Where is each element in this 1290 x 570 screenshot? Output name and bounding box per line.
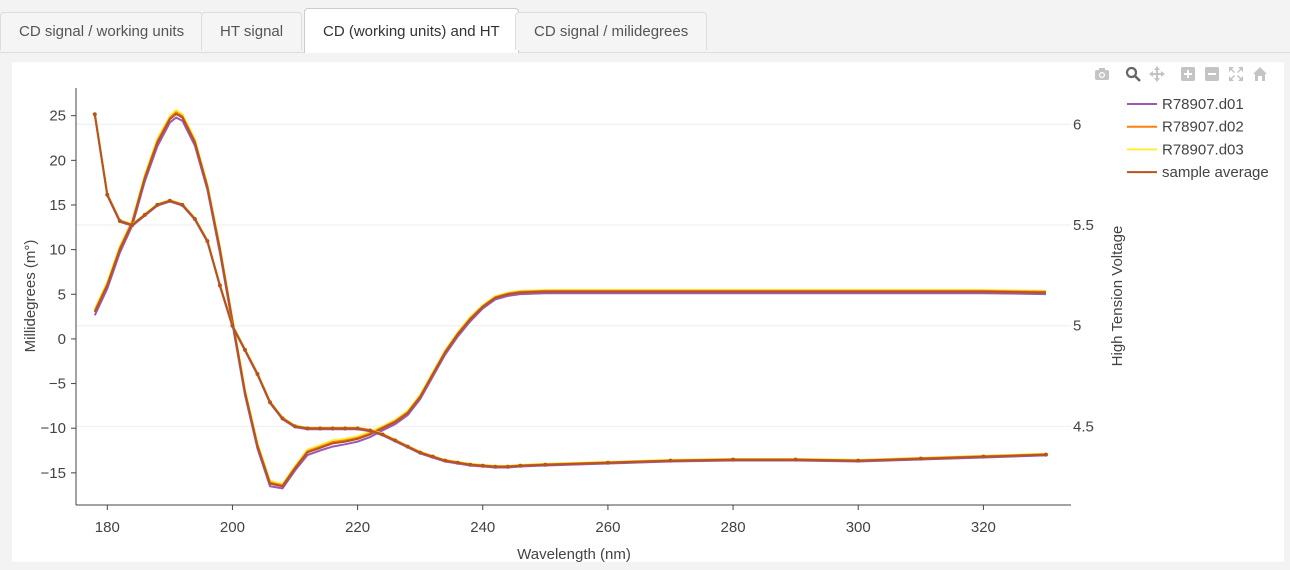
legend: R78907.d01 R78907.d02 R78907.d03 sample ave… [1127, 96, 1269, 181]
reset-axes-icon[interactable] [1252, 66, 1268, 82]
tab-cd-and-ht[interactable]: CD (working units) and HT [304, 8, 519, 53]
ht-point [468, 462, 473, 467]
y-tick-label: 0 [58, 331, 66, 348]
ht-point [142, 212, 147, 217]
ht-point [731, 457, 736, 462]
ht-point [455, 460, 460, 465]
ht-point [443, 458, 448, 463]
ht-point [305, 426, 310, 431]
ht-point [981, 454, 986, 459]
zoom-out-icon[interactable] [1204, 66, 1220, 82]
ht-point [192, 216, 197, 221]
ht-point [280, 416, 285, 421]
y-tick-label: 20 [49, 152, 66, 169]
zoom-in-icon[interactable] [1180, 66, 1196, 82]
y-tick-label: 5 [58, 286, 66, 303]
pan-icon[interactable] [1149, 66, 1165, 82]
ht-line-average [93, 114, 1047, 468]
zoom-icon[interactable] [1125, 66, 1141, 82]
x-tick-label: 240 [470, 519, 495, 536]
ht-point [405, 444, 410, 449]
ht-point [793, 457, 798, 462]
ht-point [205, 239, 210, 244]
legend-label[interactable]: R78907.d01 [1162, 96, 1244, 113]
ht-point [267, 400, 272, 405]
ht-point [318, 426, 323, 431]
y-axis-title: Millidegrees (m°) [22, 240, 39, 353]
legend-label[interactable]: R78907.d02 [1162, 119, 1244, 136]
ht-point [242, 347, 247, 352]
ht-point [368, 428, 373, 433]
y2-tick-label: 5 [1073, 318, 1081, 335]
ht-point [393, 438, 398, 443]
y-tick-label: 25 [49, 108, 66, 125]
cd-line-d03 [93, 108, 1047, 486]
cd-line-average [93, 112, 1047, 488]
ht-point [480, 463, 485, 468]
y-tick-label: 15 [49, 197, 66, 214]
x-tick-label: 320 [971, 519, 996, 536]
ht-point [217, 283, 222, 288]
ht-point [918, 456, 923, 461]
y2-tick-label: 6 [1073, 116, 1081, 133]
x-tick-label: 200 [220, 519, 245, 536]
y2-tick-label: 5.5 [1073, 217, 1094, 234]
ht-point [668, 458, 673, 463]
ht-point [418, 450, 423, 455]
y-tick-label: 10 [49, 242, 66, 259]
chart-panel [12, 62, 1284, 562]
tab-cd-millidegrees[interactable]: CD signal / milidegrees [515, 12, 708, 50]
ht-point [543, 462, 548, 467]
axes: 180 200 220 240 260 280 300 320 25 20 15 10 5 0 −5 −10 −… [41, 88, 1094, 536]
x-tick-label: 220 [345, 519, 370, 536]
x-tick-label: 300 [846, 519, 871, 536]
camera-icon[interactable] [1094, 66, 1110, 82]
legend-label[interactable]: sample average [1162, 164, 1269, 181]
ht-point [255, 372, 260, 377]
ht-point [230, 323, 235, 328]
ht-point [92, 112, 97, 117]
ht-point [518, 463, 523, 468]
ht-point [605, 460, 610, 465]
tab-cd-working-units[interactable]: CD signal / working units [0, 12, 204, 50]
ht-point [355, 426, 360, 431]
x-axis-title: Wavelength (nm) [517, 546, 631, 563]
legend-label[interactable]: R78907.d03 [1162, 141, 1244, 158]
ht-point [330, 426, 335, 431]
cd-line-d01 [93, 116, 1047, 490]
ht-point [167, 198, 172, 203]
x-tick-label: 280 [721, 519, 746, 536]
ht-point [505, 464, 510, 469]
ht-point [117, 218, 122, 223]
ht-point [343, 426, 348, 431]
ht-point [493, 464, 498, 469]
cd-line-d02 [93, 111, 1047, 487]
x-tick-label: 180 [95, 519, 120, 536]
ht-point [856, 458, 861, 463]
ht-point [155, 202, 160, 207]
y2-tick-label: 4.5 [1073, 418, 1094, 435]
ht-point [1043, 452, 1048, 457]
ht-point [293, 424, 298, 429]
tab-bar: CD signal / working units HT signal CD (… [0, 6, 1290, 53]
plot-area [92, 108, 1048, 490]
tab-ht-signal[interactable]: HT signal [201, 12, 303, 50]
autoscale-icon[interactable] [1228, 66, 1244, 82]
y-tick-label: −15 [41, 465, 66, 482]
y2-axis-title: High Tension Voltage [1109, 226, 1126, 367]
ht-point [180, 202, 185, 207]
y-tick-label: −5 [49, 376, 66, 393]
gridlines [76, 123, 1071, 427]
ht-point [130, 222, 135, 227]
ht-point [380, 432, 385, 437]
ht-point [430, 454, 435, 459]
ht-point [105, 192, 110, 197]
y-tick-label: −10 [41, 420, 66, 437]
x-tick-label: 260 [595, 519, 620, 536]
